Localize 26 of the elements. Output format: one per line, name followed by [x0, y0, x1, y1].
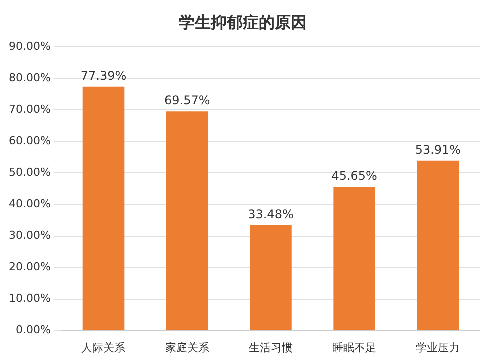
x-tick-label: 学业压力	[416, 341, 460, 354]
y-tick-label: 90.00%	[8, 40, 51, 54]
y-tick-label: 30.00%	[8, 229, 51, 242]
data-label: 53.91%	[415, 143, 462, 158]
bar	[82, 86, 125, 330]
y-tick-label: 80.00%	[8, 72, 51, 85]
x-tick-label: 人际关系	[82, 341, 126, 354]
chart-title: 学生抑郁症的原因	[179, 12, 307, 32]
bar	[250, 225, 292, 330]
x-tick-label: 生活习惯	[248, 341, 293, 354]
y-tick-label: 70.00%	[8, 103, 51, 116]
x-tick-label: 家庭关系	[165, 341, 210, 354]
y-tick-label: 60.00%	[8, 134, 51, 148]
y-tick-label: 20.00%	[8, 260, 51, 274]
y-tick-label: 10.00%	[8, 292, 51, 306]
data-label: 33.48%	[248, 207, 294, 222]
bar	[166, 112, 208, 330]
y-tick-label: 40.00%	[8, 198, 51, 211]
x-tick-label: 睡眠不足	[332, 341, 377, 354]
y-tick-label: 50.00%	[8, 166, 51, 180]
y-tick-label: 0.00%	[16, 324, 51, 337]
data-label: 69.57%	[164, 94, 210, 108]
bar	[334, 186, 376, 330]
data-label: 45.65%	[332, 169, 378, 184]
bar	[417, 160, 460, 330]
data-label: 77.39%	[80, 69, 127, 84]
